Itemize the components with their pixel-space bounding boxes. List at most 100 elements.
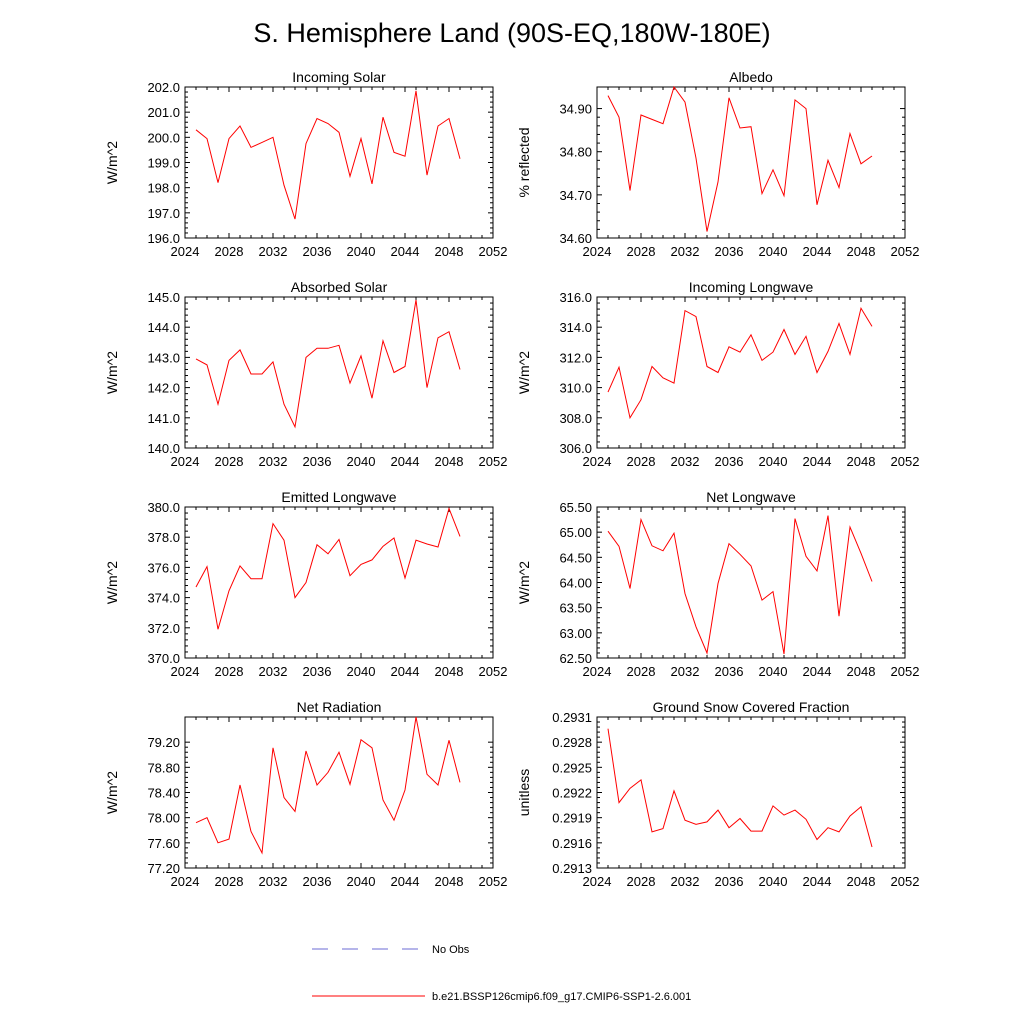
panel-5-ytick-label: 374.0 <box>147 591 180 606</box>
panel-1-xtick-label: 2048 <box>435 244 464 259</box>
panel-7-xtick-label: 2040 <box>347 874 376 889</box>
panel-5-ytick-label: 376.0 <box>147 560 180 575</box>
panel-6-ytick-label: 64.50 <box>559 550 592 565</box>
panel-6-xtick-label: 2036 <box>715 664 744 679</box>
panel-1-xtick-label: 2052 <box>479 244 508 259</box>
panel-6-xtick-label: 2048 <box>847 664 876 679</box>
panel-5-title: Emitted Longwave <box>281 489 396 505</box>
panel-2-ylabel: % reflected <box>516 127 532 197</box>
panel-2-xtick-label: 2032 <box>671 244 700 259</box>
panel-8-ytick-label: 0.2913 <box>552 861 592 876</box>
panel-2-ytick-label: 34.70 <box>559 188 592 203</box>
panel-6-ytick-label: 65.00 <box>559 525 592 540</box>
panel-5-ylabel: W/m^2 <box>104 561 120 604</box>
panel-4-xtick-label: 2048 <box>847 454 876 469</box>
legend-label-model-run: b.e21.BSSP126cmip6.f09_g17.CMIP6-SSP1-2.… <box>432 991 691 1003</box>
panel-2-xtick-label: 2024 <box>583 244 612 259</box>
panel-3-xtick-label: 2048 <box>435 454 464 469</box>
panel-5-series-line <box>195 506 461 630</box>
panel-1-ytick-label: 199.0 <box>147 156 180 171</box>
panel-7-xtick-label: 2048 <box>435 874 464 889</box>
panel-3-xtick-label: 2044 <box>391 454 420 469</box>
panel-7-xtick-label: 2032 <box>259 874 288 889</box>
panel-3-ytick-label: 142.0 <box>147 381 180 396</box>
panel-1: Incoming Solar 2024 2028 2032 2036 2040 2044 20… <box>104 69 507 259</box>
panel-3-ytick-label: 143.0 <box>147 350 180 365</box>
panel-7-ytick-label: 78.40 <box>147 786 180 801</box>
panel-8-ytick-label: 0.2928 <box>552 735 592 750</box>
panel-2-xtick-label: 2048 <box>847 244 876 259</box>
panel-5-ytick-label: 378.0 <box>147 530 180 545</box>
panel-2-xtick-label: 2040 <box>759 244 788 259</box>
panel-1-series-line <box>195 90 461 220</box>
panel-6-ytick-label: 63.50 <box>559 601 592 616</box>
panel-4-xtick-label: 2052 <box>891 454 920 469</box>
panel-8-xtick-label: 2044 <box>803 874 832 889</box>
panel-2-xtick-label: 2036 <box>715 244 744 259</box>
panel-4-xtick-label: 2040 <box>759 454 788 469</box>
figure-title: S. Hemisphere Land (90S-EQ,180W-180E) <box>253 18 770 48</box>
panel-1-xtick-label: 2032 <box>259 244 288 259</box>
panel-4-xtick-label: 2036 <box>715 454 744 469</box>
panel-6-ytick-label: 63.00 <box>559 626 592 641</box>
panel-6-ytick-label: 65.50 <box>559 500 592 515</box>
panel-1-ytick-label: 201.0 <box>147 105 180 120</box>
panel-8-ylabel: unitless <box>516 769 532 816</box>
panel-3-ytick-label: 140.0 <box>147 441 180 456</box>
panel-3-xtick-label: 2028 <box>215 454 244 469</box>
panel-4-ytick-label: 310.0 <box>559 381 592 396</box>
panel-5-xtick-label: 2052 <box>479 664 508 679</box>
panel-1-xtick-label: 2028 <box>215 244 244 259</box>
panel-5-frame <box>184 506 494 659</box>
panel-1-title: Incoming Solar <box>292 69 386 85</box>
panel-2-frame <box>596 86 906 239</box>
panel-6-series-line <box>607 515 873 655</box>
panel-1-xtick-label: 2024 <box>171 244 200 259</box>
panel-8-ytick-label: 0.2919 <box>552 811 592 826</box>
panel-6-xtick-label: 2052 <box>891 664 920 679</box>
panel-4-xtick-label: 2024 <box>583 454 612 469</box>
panel-7-series-line <box>195 716 461 855</box>
panel-4-ytick-label: 316.0 <box>559 290 592 305</box>
panel-8: Ground Snow Covered Fraction 2024 2028 2032… <box>516 699 919 889</box>
panel-4-ytick-label: 312.0 <box>559 350 592 365</box>
panel-5-xtick-label: 2040 <box>347 664 376 679</box>
legend: No Obs b.e21.BSSP126cmip6.f09_g17.CMIP6-… <box>312 944 691 1003</box>
panel-7-xtick-label: 2028 <box>215 874 244 889</box>
panel-8-series-line <box>607 728 873 848</box>
panel-8-xtick-label: 2024 <box>583 874 612 889</box>
panel-2-series-line <box>607 85 873 232</box>
panel-4: Incoming Longwave 2024 2028 2032 2036 2040 204… <box>516 279 919 469</box>
panel-2-title: Albedo <box>729 69 773 85</box>
panel-6: Net Longwave 2024 2028 2032 2036 2040 2044 2048… <box>516 489 919 679</box>
panel-2-xtick-label: 2052 <box>891 244 920 259</box>
panel-6-xtick-label: 2024 <box>583 664 612 679</box>
panel-7-title: Net Radiation <box>297 699 382 715</box>
panel-7-ytick-label: 78.80 <box>147 760 180 775</box>
panel-6-xtick-label: 2028 <box>627 664 656 679</box>
panel-7-ytick-label: 77.60 <box>147 836 180 851</box>
panel-3-xtick-label: 2036 <box>303 454 332 469</box>
legend-label-no-obs: No Obs <box>432 944 470 956</box>
panel-3-series-line <box>195 299 461 429</box>
panel-8-xtick-label: 2040 <box>759 874 788 889</box>
panel-7: Net Radiation 2024 2028 2032 2036 2040 2044 204… <box>104 699 507 889</box>
panel-7-frame <box>184 716 494 869</box>
panel-5-ytick-label: 372.0 <box>147 621 180 636</box>
panel-2-xtick-label: 2028 <box>627 244 656 259</box>
panel-1-frame <box>184 86 494 239</box>
panel-1-xtick-label: 2044 <box>391 244 420 259</box>
panel-8-xtick-label: 2052 <box>891 874 920 889</box>
panel-7-xtick-label: 2052 <box>479 874 508 889</box>
panel-5-xtick-label: 2044 <box>391 664 420 679</box>
panel-3: Absorbed Solar 2024 2028 2032 2036 2040 2044 20… <box>104 279 507 469</box>
panel-7-ytick-label: 79.20 <box>147 735 180 750</box>
panel-8-xtick-label: 2036 <box>715 874 744 889</box>
panel-2-ytick-label: 34.60 <box>559 231 592 246</box>
panel-6-title: Net Longwave <box>706 489 796 505</box>
panel-3-xtick-label: 2052 <box>479 454 508 469</box>
panel-7-ytick-label: 77.20 <box>147 861 180 876</box>
panel-1-ytick-label: 200.0 <box>147 130 180 145</box>
panel-8-ytick-label: 0.2916 <box>552 836 592 851</box>
